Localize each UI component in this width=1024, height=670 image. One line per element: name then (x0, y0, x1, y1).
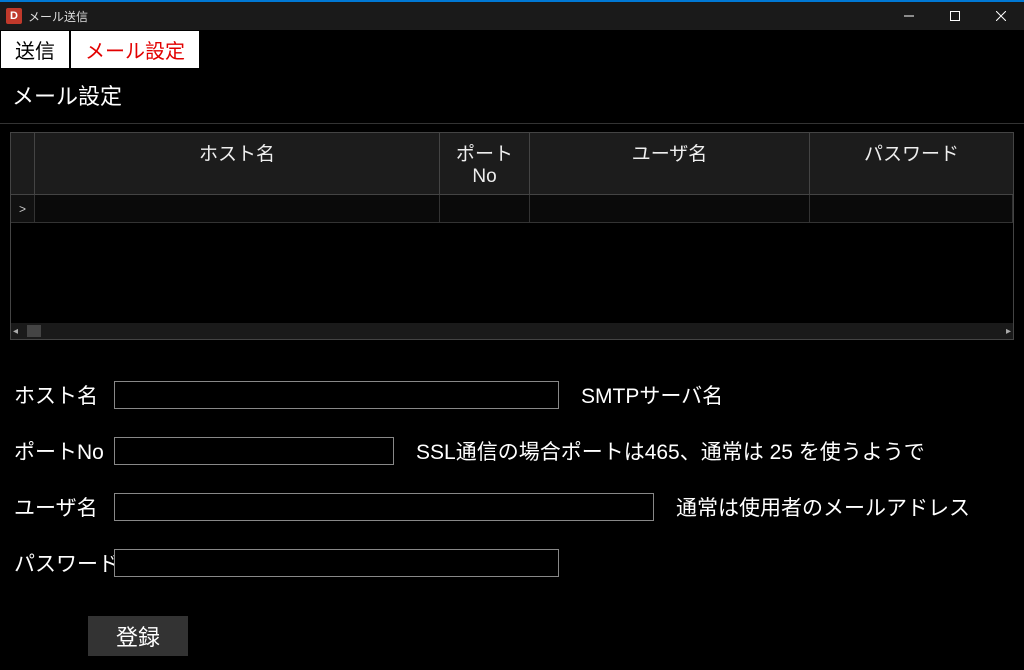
app-icon: D (6, 8, 22, 24)
grid-col-port[interactable]: ポートNo (440, 133, 530, 194)
form-row-host: ホスト名 SMTPサーバ名 (14, 380, 1012, 410)
form-row-user: ユーザ名 通常は使用者のメールアドレス (14, 492, 1012, 522)
pass-input[interactable] (114, 549, 559, 577)
close-button[interactable] (978, 1, 1024, 31)
grid-row[interactable]: > (11, 195, 1013, 223)
tab-bar: 送信 メール設定 (0, 30, 1024, 69)
settings-form: ホスト名 SMTPサーバ名 ポートNo SSL通信の場合ポートは465、通常は … (14, 380, 1012, 656)
user-input[interactable] (114, 493, 654, 521)
port-input[interactable] (114, 437, 394, 465)
register-button[interactable]: 登録 (88, 616, 188, 656)
window-controls (886, 1, 1024, 31)
scroll-left-icon[interactable]: ◂ (13, 326, 18, 337)
grid-cell-host[interactable] (35, 195, 440, 222)
port-hint: SSL通信の場合ポートは465、通常は 25 を使うようで (416, 436, 925, 466)
grid-header: ホスト名 ポートNo ユーザ名 パスワード (11, 133, 1013, 195)
window-title: メール送信 (28, 8, 88, 25)
grid-col-host[interactable]: ホスト名 (35, 133, 440, 194)
row-indicator-icon: > (11, 195, 35, 222)
form-row-port: ポートNo SSL通信の場合ポートは465、通常は 25 を使うようで (14, 436, 1012, 466)
host-label: ホスト名 (14, 380, 114, 410)
user-hint: 通常は使用者のメールアドレス (676, 492, 970, 522)
grid-cell-pass[interactable] (810, 195, 1013, 222)
host-hint: SMTPサーバ名 (581, 380, 723, 410)
host-input[interactable] (114, 381, 559, 409)
grid-cell-port[interactable] (440, 195, 530, 222)
grid-header-handle (11, 133, 35, 194)
tab-settings[interactable]: メール設定 (70, 30, 200, 69)
scroll-thumb[interactable] (27, 325, 41, 337)
grid-empty-area (11, 223, 1013, 323)
grid-col-user[interactable]: ユーザ名 (530, 133, 810, 194)
horizontal-scrollbar[interactable]: ◂ ▸ (11, 323, 1013, 339)
minimize-button[interactable] (886, 1, 932, 31)
user-label: ユーザ名 (14, 492, 114, 522)
grid-cell-user[interactable] (530, 195, 810, 222)
panel-title: メール設定 (0, 69, 1024, 124)
settings-grid: ホスト名 ポートNo ユーザ名 パスワード > ◂ ▸ (10, 132, 1014, 340)
scroll-right-icon[interactable]: ▸ (1006, 326, 1011, 337)
tab-send[interactable]: 送信 (0, 30, 70, 69)
titlebar: D メール送信 (0, 0, 1024, 30)
submit-row: 登録 (14, 616, 1012, 656)
pass-label: パスワード (14, 548, 114, 578)
port-label: ポートNo (14, 436, 114, 466)
grid-col-pass[interactable]: パスワード (810, 133, 1013, 194)
maximize-button[interactable] (932, 1, 978, 31)
form-row-pass: パスワード (14, 548, 1012, 578)
